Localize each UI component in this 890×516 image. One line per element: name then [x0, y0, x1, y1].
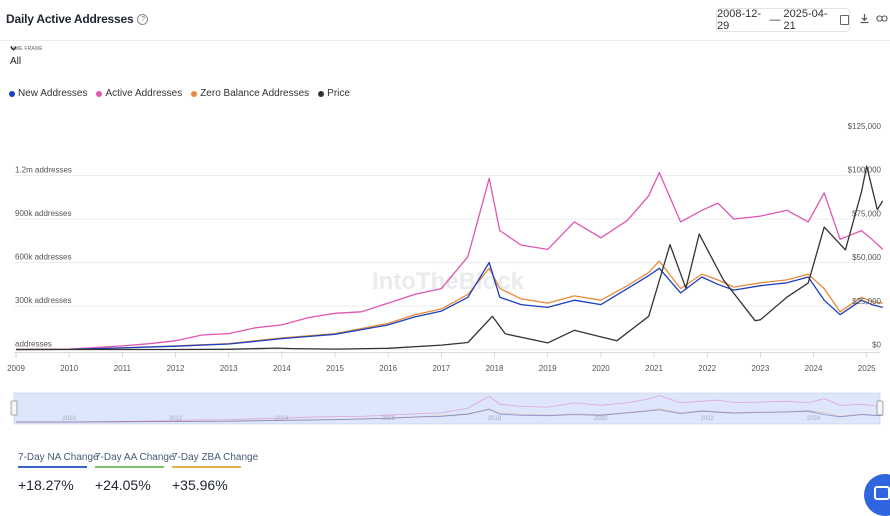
navigator-tick-label: 2010	[62, 416, 76, 422]
x-tick-label: 2025	[858, 364, 876, 373]
x-tick-label: 2014	[273, 364, 291, 373]
series-line-new-addresses	[15, 261, 883, 351]
legend-price[interactable]: Price	[318, 88, 350, 99]
x-tick-label: 2013	[220, 364, 238, 373]
navigator-handle-right[interactable]	[876, 400, 884, 416]
x-tick-label: 2023	[751, 364, 769, 373]
x-tick-label: 2010	[60, 364, 78, 373]
chat-button[interactable]	[864, 474, 890, 516]
right-tick-label: $25,000	[852, 297, 881, 306]
navigator-track	[13, 392, 881, 425]
right-axis: $0 $25,000 $50,000 $75,000 $100,000 $125,000	[848, 122, 882, 350]
series-line-price	[16, 165, 884, 351]
date-range-picker[interactable]: 2008-12-29 — 2025-04-21	[716, 8, 850, 32]
help-icon[interactable]: ?	[137, 13, 149, 25]
x-tick-label: 2017	[432, 364, 450, 373]
date-start: 2008-12-29	[717, 8, 762, 32]
page-title: Daily Active Addresses ?	[6, 12, 149, 26]
range-navigator[interactable]: 2010 2012 2014 2016 2018 2020 2022 2024	[10, 392, 884, 425]
x-axis: 2009 2010 2011 2012 2013 2014 2015 2016 2017 2018…	[7, 352, 876, 373]
x-tick-label: 2022	[698, 364, 716, 373]
legend-zero-balance-addresses[interactable]: Zero Balance Addresses	[191, 88, 309, 99]
navigator-tick-label: 2014	[275, 416, 289, 422]
left-tick-label: 600k addresses	[15, 253, 71, 262]
chevron-down-icon	[10, 46, 17, 51]
x-tick-label: 2011	[114, 364, 132, 373]
right-tick-label: $125,000	[848, 122, 882, 131]
x-tick-label: 2021	[645, 364, 663, 373]
navigator-tick-label: 2022	[701, 416, 715, 422]
timeframe-value: All	[10, 56, 22, 67]
navigator-tick-label: 2024	[807, 416, 821, 422]
stats-row: 7-Day NA Change +18.27% 7-Day AA Change …	[18, 452, 259, 493]
left-tick-label: 1.2m addresses	[15, 166, 72, 175]
navigator-series-active-addresses	[16, 395, 883, 423]
navigator-series-new-addresses	[16, 408, 883, 423]
date-end: 2025-04-21	[783, 8, 828, 32]
legend-new-addresses[interactable]: New Addresses	[9, 88, 87, 99]
x-tick-label: 2024	[805, 364, 823, 373]
timeframe-label: TIME FRAME	[10, 46, 43, 52]
navigator-tick-label: 2018	[488, 416, 502, 422]
right-tick-label: $75,000	[852, 209, 881, 218]
timeframe-selector[interactable]: TIME FRAME All	[10, 46, 43, 67]
right-tick-label: $100,000	[848, 166, 882, 175]
calendar-icon	[839, 15, 849, 25]
navigator-handle-left[interactable]	[10, 400, 18, 416]
x-tick-label: 2009	[7, 364, 25, 373]
right-tick-label: $0	[872, 341, 881, 350]
right-tick-label: $50,000	[852, 253, 881, 262]
stat-zba-change: 7-Day ZBA Change +35.96%	[172, 452, 259, 493]
legend-dot	[191, 90, 198, 97]
navigator-tick-label: 2012	[169, 416, 183, 422]
x-tick-label: 2018	[486, 364, 504, 373]
watermark: IntoTheBlock	[372, 268, 525, 295]
stat-na-change: 7-Day NA Change +18.27%	[18, 452, 99, 493]
link-icon[interactable]	[876, 14, 888, 23]
legend-active-addresses[interactable]: Active Addresses	[96, 88, 182, 99]
chart-series	[15, 165, 884, 351]
date-separator: —	[769, 14, 781, 26]
navigator-series-zero-balance-addresses	[16, 408, 883, 423]
series-line-active-addresses	[15, 171, 884, 351]
legend-dot	[318, 90, 325, 97]
left-axis: addresses 300k addresses 600k addresses 900…	[15, 166, 72, 349]
header-bar: Daily Active Addresses ? 2008-12-29 — 20…	[0, 0, 890, 41]
x-tick-label: 2015	[326, 364, 344, 373]
x-tick-label: 2012	[167, 364, 185, 373]
legend-dot	[9, 90, 15, 97]
left-tick-label: addresses	[15, 340, 52, 349]
chart-area[interactable]: IntoTheBlock addresses 300k addresses 600k…	[0, 0, 890, 445]
navigator-tick-label: 2020	[594, 416, 608, 422]
x-tick-label: 2016	[379, 364, 397, 373]
chart-grid	[14, 175, 880, 353]
chart-legend: New Addresses Active Addresses Zero Bala…	[9, 88, 350, 99]
left-tick-label: 300k addresses	[15, 296, 71, 305]
legend-dot	[96, 90, 103, 97]
x-tick-label: 2020	[592, 364, 610, 373]
download-icon[interactable]	[859, 13, 870, 24]
left-tick-label: 900k addresses	[15, 209, 71, 218]
navigator-tick-label: 2016	[382, 416, 396, 422]
stat-aa-change: 7-Day AA Change +24.05%	[95, 452, 175, 493]
x-tick-label: 2019	[539, 364, 557, 373]
